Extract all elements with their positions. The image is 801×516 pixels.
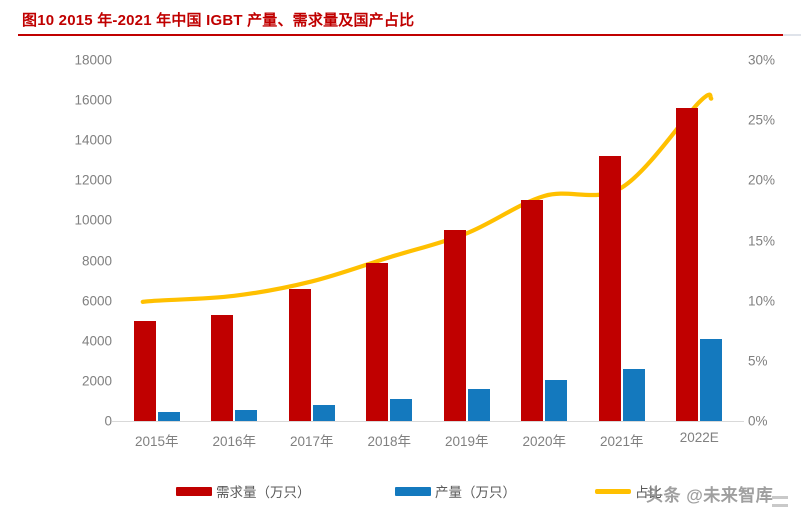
x-axis-tick-2020年: 2020年 — [522, 434, 567, 449]
bar-demand-2018年 — [366, 262, 389, 421]
bar-demand-2021年 — [598, 156, 621, 421]
y-axis-left: 0 2000 4000 6000 8000 10000 12000 14000 16000 180… — [34, 0, 112, 516]
bar-output-2016年 — [235, 409, 258, 421]
bar-demand-2015年 — [133, 320, 156, 421]
y-axis-left-tick: 14000 — [74, 132, 112, 148]
y-axis-left-tick: 18000 — [74, 52, 112, 68]
y-axis-left-tick: 0 — [104, 413, 112, 429]
y-axis-left-tick: 6000 — [81, 293, 112, 309]
y-axis-right: 0% 5% 10% 15% 20% 25% 30% — [748, 0, 801, 516]
y-axis-right-tick: 15% — [748, 233, 776, 248]
bar-output-2020年 — [545, 379, 568, 421]
y-axis-right-tick: 5% — [748, 353, 768, 369]
ratio-line — [140, 92, 714, 304]
y-axis-right-tick: 25% — [748, 112, 776, 128]
watermark-text: 头条 @未来智库 — [646, 486, 774, 505]
bar-demand-2017年 — [288, 288, 311, 421]
legend-output-label: 产量（万只） — [435, 485, 516, 500]
x-axis-tick-2017年: 2017年 — [289, 434, 334, 449]
bar-demand-2020年 — [521, 200, 544, 421]
y-axis-right-tick: 0% — [748, 413, 768, 429]
y-axis-right-tick: 30% — [748, 52, 776, 68]
legend-ratio-label: 占比 — [635, 485, 662, 500]
bar-output-2015年 — [157, 411, 180, 421]
y-axis-left-tick: 8000 — [81, 253, 112, 269]
y-axis-left-tick: 2000 — [81, 373, 112, 389]
x-axis-tick-2022E: 2022E — [679, 430, 719, 445]
y-axis-left-tick: 4000 — [81, 333, 112, 349]
legend-output[interactable]: 产量（万只） — [395, 478, 516, 504]
bar-output-2017年 — [312, 404, 335, 421]
y-axis-left-tick: 10000 — [74, 212, 112, 228]
x-axis-tick-2015年: 2015年 — [134, 434, 179, 449]
legend-demand-swatch-icon — [176, 486, 212, 496]
title-divider-tail — [783, 34, 801, 36]
legend-demand-label: 需求量（万只） — [216, 485, 311, 500]
x-axis-tick-2021年: 2021年 — [599, 434, 644, 449]
title-bar: 图10 2015 年-2021 年中国 IGBT 产量、需求量及国产占比 — [0, 0, 801, 38]
chart-legend: 需求量（万只） 产量（万只） 占比 — [0, 478, 801, 516]
bar-output-2021年 — [622, 368, 645, 421]
watermark-mark-2 — [772, 504, 788, 507]
plot-area — [118, 60, 738, 421]
x-axis-tick-2019年: 2019年 — [444, 434, 489, 449]
page-title: 图10 2015 年-2021 年中国 IGBT 产量、需求量及国产占比 — [22, 12, 415, 29]
x-axis-tick-2016年: 2016年 — [212, 434, 257, 449]
watermark-mark-1 — [772, 496, 788, 499]
legend-ratio-swatch-icon — [595, 488, 631, 494]
bar-demand-2016年 — [211, 314, 234, 421]
bar-demand-2022E — [676, 108, 699, 421]
bar-output-2018年 — [390, 398, 413, 421]
x-axis-tick-2018年: 2018年 — [367, 434, 412, 449]
y-axis-left-tick: 16000 — [74, 92, 112, 108]
title-divider — [18, 34, 783, 36]
y-axis-right-tick: 10% — [748, 293, 776, 309]
axis-baseline — [112, 421, 744, 422]
bar-demand-2019年 — [443, 230, 466, 421]
ratio-line-layer — [140, 92, 714, 304]
legend-demand[interactable]: 需求量（万只） — [176, 478, 311, 504]
y-axis-right-tick: 20% — [748, 172, 776, 188]
y-axis-left-tick: 12000 — [74, 172, 112, 188]
legend-output-swatch-icon — [395, 486, 431, 496]
bar-output-2019年 — [467, 388, 490, 421]
legend-ratio[interactable]: 占比 — [595, 478, 662, 504]
bar-output-2022E — [700, 338, 723, 421]
